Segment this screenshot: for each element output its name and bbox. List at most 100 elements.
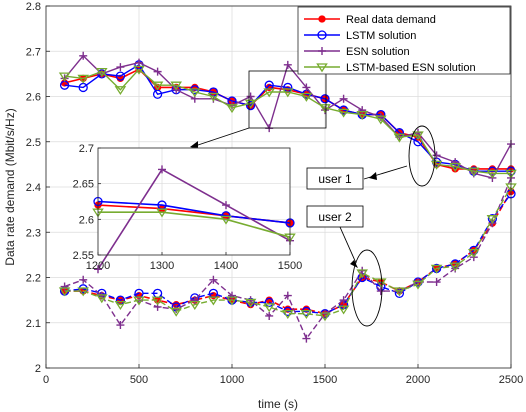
data-point [337,108,350,118]
series-line-user2 [64,186,512,317]
x-tick-label: 2000 [406,374,430,386]
data-point [170,81,182,91]
inset-data-point [220,215,232,225]
legend-box [297,6,511,75]
inset-data-point [156,208,168,218]
data-point [115,71,126,81]
data-point [358,266,367,275]
data-point [432,151,441,160]
data-point [339,296,348,305]
data-point [153,67,162,76]
y-tick-label: 2.8 [26,1,41,13]
legend-swatch-marker [316,63,328,73]
legend-item: LSTM solution [304,30,416,42]
main-ticks [45,5,512,369]
data-point [189,301,201,310]
data-point [58,287,71,297]
data-point [207,92,220,102]
data-point [393,133,406,143]
user1-label-box [306,167,364,190]
data-point [468,248,480,258]
data-point [226,104,238,114]
data-point [133,296,145,306]
inset-x-tick-label: 1400 [214,260,238,272]
x-axis-label: time (s) [258,397,298,411]
inset-series-line [98,211,291,238]
data-point [449,162,461,172]
data-point [96,67,108,77]
legend: Real data demand LSTM solution ESN solutio… [297,6,511,75]
data-point [319,104,331,114]
data-point [133,65,145,75]
data-point [375,115,387,125]
y-tick-label: 2.1 [26,318,41,330]
data-point [77,74,89,84]
data-point [375,278,387,288]
data-point [265,311,274,320]
inset-y-tick-label: 2.6 [79,214,94,226]
data-point [96,294,108,304]
data-point [116,63,125,72]
inset-frame [97,147,291,256]
legend-swatch-marker [318,15,326,23]
data-point [79,275,88,284]
data-point [356,110,368,120]
data-point [393,287,406,297]
data-point [486,215,499,225]
zoom-arrow-head [190,141,198,149]
user2-label-box [306,205,364,228]
inset-tick-labels: 1200 1300 1400 1500 2.55 2.6 2.65 2.7 [73,143,303,272]
series-line-user2 [64,193,512,315]
legend-item: LSTM-based ESN solution [304,62,476,74]
data-point [300,310,313,320]
data-point [135,58,143,67]
data-point [300,92,313,102]
main-tick-labels: 0 500 1000 1500 2000 2500 2 2.1 2.2 2.3 2.4 2.5 2.6 2… [26,1,524,386]
data-point [432,278,441,287]
legend-label: LSTM solution [346,30,416,42]
x-tick-label: 1500 [313,374,337,386]
inset-area [98,148,290,255]
inset-y-tick-label: 2.65 [73,179,94,191]
data-point [60,282,69,291]
data-point [412,131,424,141]
data-point [244,298,257,308]
y-axis-label: Data rate demand (Mbit/s/Hz) [3,108,17,265]
legend-swatch-marker [317,30,327,40]
inset-data-point [94,265,102,274]
legend-label: ESN solution [346,46,410,58]
data-point [226,296,238,306]
data-point [283,291,292,300]
data-point [77,287,89,297]
legend-label: LSTM-based ESN solution [346,62,476,74]
data-point [282,88,294,98]
user2-arrow-head [350,260,358,268]
data-point [209,275,218,284]
data-point [244,99,257,109]
user2-ellipse [351,249,383,327]
y-tick-label: 2.3 [26,227,41,239]
data-point [356,269,368,279]
y-tick-label: 2 [35,363,41,375]
legend-item: Real data demand [304,14,436,26]
legend-label: Real data demand [346,14,436,26]
data-point [246,92,255,101]
data-point [339,94,348,103]
data-point [151,296,164,306]
x-tick-label: 2500 [499,374,523,386]
data-point [114,301,127,310]
data-point [282,310,294,320]
y-tick-label: 2.7 [26,46,41,58]
data-point [302,334,311,343]
data-point [319,312,331,322]
y-tick-label: 2.6 [26,92,41,104]
legend-item: ESN solution [304,46,410,58]
x-tick-label: 1000 [220,374,244,386]
data-point [451,158,460,167]
data-point [245,100,256,111]
inset-ticks [97,147,291,256]
data-point [337,305,350,315]
user1-label: user 1 [318,172,352,186]
inset-x-tick-label: 1300 [150,260,174,272]
